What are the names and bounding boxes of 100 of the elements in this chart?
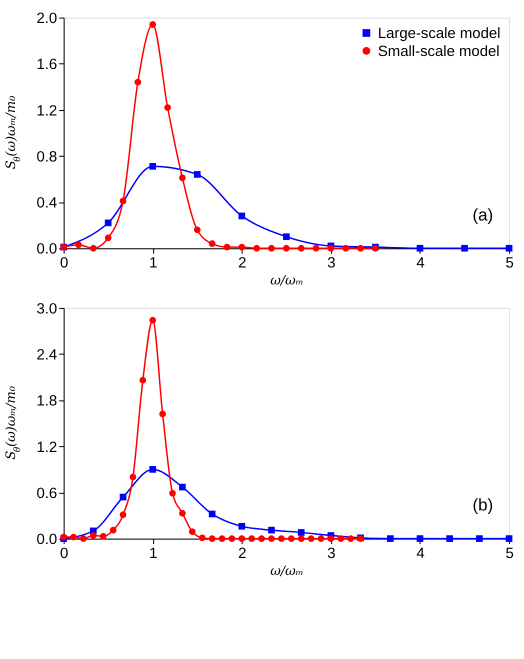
- y-tick-label: 1.2: [36, 440, 58, 456]
- point: [268, 526, 275, 534]
- x-tick-label: 1: [149, 546, 158, 562]
- point: [169, 490, 176, 497]
- point: [104, 220, 112, 226]
- point: [110, 526, 117, 534]
- y-tick-label: 2.4: [36, 348, 58, 364]
- point: [120, 511, 126, 518]
- point: [506, 244, 512, 252]
- point: [357, 244, 364, 252]
- x-tick-label: 3: [327, 546, 336, 562]
- point: [188, 528, 196, 535]
- y-tick-label: 1.2: [36, 103, 58, 120]
- x-tick-label: 4: [416, 256, 425, 272]
- point: [75, 241, 82, 248]
- point: [198, 534, 206, 542]
- point: [90, 244, 97, 252]
- y-tick-label: 1.6: [36, 57, 58, 74]
- point: [476, 535, 483, 542]
- y-tick-label: 0.8: [36, 149, 58, 166]
- point: [328, 535, 334, 542]
- y-tick-label: 0.6: [36, 486, 58, 502]
- point: [386, 535, 394, 542]
- point: [328, 244, 334, 252]
- x-tick-label: 0: [60, 546, 68, 562]
- point: [179, 174, 186, 182]
- x-tick-label: 5: [505, 256, 514, 272]
- x-axis-title: ω/ωₘ: [270, 564, 304, 579]
- legend-label: Small-scale model: [378, 44, 500, 60]
- point: [258, 535, 265, 542]
- point: [130, 474, 136, 480]
- point: [149, 466, 156, 473]
- point: [268, 244, 275, 252]
- x-tick-label: 3: [327, 256, 336, 272]
- y-tick-label: 2.0: [36, 11, 58, 28]
- y-tick-label: 0.0: [36, 532, 58, 548]
- point: [100, 532, 107, 540]
- point: [283, 244, 290, 252]
- point: [347, 535, 354, 542]
- point: [208, 240, 216, 247]
- point: [312, 244, 320, 252]
- point: [416, 244, 424, 252]
- point: [308, 535, 314, 542]
- point: [288, 535, 295, 542]
- x-axis-title: ω/ωₘ: [270, 274, 304, 289]
- point: [194, 171, 201, 178]
- point: [149, 21, 156, 28]
- point: [238, 212, 246, 220]
- point: [194, 226, 201, 234]
- point: [104, 234, 112, 242]
- point: [208, 510, 216, 518]
- x-tick-label: 2: [238, 256, 246, 272]
- point: [298, 535, 305, 542]
- point: [238, 535, 246, 542]
- point: [416, 535, 424, 542]
- x-tick-label: 4: [416, 546, 425, 562]
- x-tick-label: 0: [60, 256, 68, 272]
- annotation: (a): [472, 205, 494, 224]
- point: [278, 535, 285, 542]
- y-axis-title: Sθ(ω)ωₘ/m₀: [4, 386, 23, 460]
- point: [140, 376, 146, 384]
- point: [337, 535, 344, 542]
- annotation: (b): [472, 496, 494, 515]
- point: [149, 163, 156, 170]
- point: [238, 522, 246, 530]
- point: [224, 244, 230, 250]
- point: [253, 244, 260, 252]
- legend-label: Large-scale model: [378, 26, 500, 42]
- y-axis-title: Sθ(ω)ωₘ/m₀: [4, 96, 23, 170]
- point: [228, 535, 236, 542]
- point: [248, 535, 256, 542]
- point: [218, 535, 226, 542]
- point: [342, 244, 350, 252]
- point: [446, 535, 453, 542]
- point: [238, 244, 246, 250]
- point: [159, 410, 166, 418]
- point: [283, 233, 290, 240]
- point: [506, 535, 512, 542]
- y-tick-label: 1.8: [36, 394, 58, 410]
- x-tick-label: 2: [238, 546, 246, 562]
- point: [70, 534, 77, 540]
- point: [461, 244, 468, 252]
- point: [134, 78, 142, 86]
- x-tick-label: 1: [149, 256, 158, 272]
- x-tick-label: 5: [505, 546, 514, 562]
- point: [298, 529, 305, 536]
- point: [179, 484, 186, 490]
- y-tick-label: 0.0: [36, 242, 58, 258]
- point: [120, 494, 126, 500]
- point: [298, 244, 305, 252]
- point: [149, 316, 156, 324]
- point: [318, 535, 324, 542]
- point: [268, 535, 275, 542]
- point: [90, 532, 97, 539]
- y-tick-label: 3.0: [36, 301, 58, 318]
- point: [208, 535, 216, 542]
- point: [80, 535, 87, 542]
- point: [120, 198, 126, 204]
- point: [179, 510, 186, 517]
- y-tick-label: 0.4: [36, 196, 58, 212]
